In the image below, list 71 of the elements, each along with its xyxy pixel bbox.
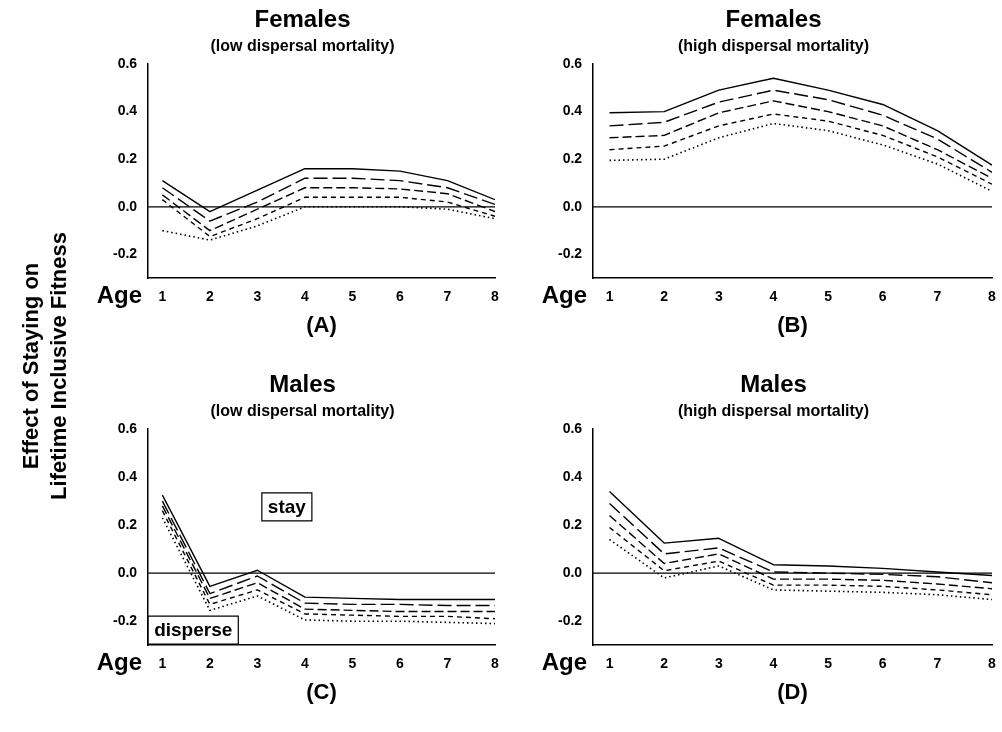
x-axis-title: Age [541,647,588,675]
y-tick-label: 0.2 [117,150,138,167]
x-tick-label: 3 [714,655,723,672]
y-tick-label: 0.6 [117,419,138,436]
x-tick-label: 1 [158,288,167,305]
x-tick-label: 4 [301,655,310,672]
y-tick-label: 0.0 [117,197,138,214]
x-tick-label: 6 [396,288,405,305]
chart-title: Males [269,370,336,398]
x-tick-label: 1 [605,655,614,672]
chart-title: Males [740,370,807,398]
x-tick-label: 7 [933,655,942,672]
x-axis-title: Age [96,647,143,675]
text: (D) [777,679,808,705]
y-tick-label: -0.2 [113,612,138,629]
x-tick-label: 7 [443,288,452,305]
x-tick-label: 4 [301,288,310,305]
y-tick-label: 0.4 [117,102,138,119]
x-tick-label: 5 [348,288,357,305]
annotation: stay [267,496,307,518]
x-tick-label: 3 [714,288,723,305]
x-tick-label: 2 [206,288,214,305]
y-tick-label: 0.6 [562,54,583,71]
y-tick-label: 0.4 [562,102,583,119]
y-tick-label: 0.6 [117,54,138,71]
x-tick-label: 7 [933,288,942,305]
x-tick-label: 5 [824,288,833,305]
x-axis-title: Age [96,280,143,308]
y-tick-label: 0.4 [562,467,583,484]
x-tick-label: 3 [253,288,262,305]
y-tick-label: 0.2 [562,515,583,532]
text: (A) [306,312,337,338]
text: (C) [306,679,337,705]
y-tick-label: 0.0 [117,563,138,580]
y-tick-label: -0.2 [558,245,583,262]
chart-title: Females [254,5,351,33]
x-axis-title: Age [541,280,588,308]
y-tick-label: 0.2 [562,150,583,167]
x-tick-label: 8 [491,655,500,672]
y-tick-label: 0.2 [117,515,138,532]
x-tick-label: 7 [443,655,452,672]
x-tick-label: 2 [206,655,214,672]
x-tick-label: 2 [660,288,669,305]
chart-title: Females [725,5,822,33]
x-tick-label: 8 [988,655,997,672]
x-tick-label: 6 [878,655,887,672]
chart-subtitle: (high dispersal mortality) [677,36,870,54]
x-tick-label: 5 [348,655,357,672]
chart-subtitle: (low dispersal mortality) [210,401,395,419]
annotation: disperse [154,619,233,641]
x-tick-label: 4 [769,655,778,672]
x-tick-label: 1 [605,288,614,305]
chart-subtitle: (low dispersal mortality) [210,36,395,54]
x-tick-label: 4 [769,288,778,305]
y-axis-title: Effect of Staying on Lifetime Inclusive Fitness [17,231,72,502]
y-tick-label: 0.0 [562,197,583,214]
y-tick-label: 0.6 [562,419,583,436]
text: (B) [777,312,808,338]
y-tick-label: 0.0 [562,563,583,580]
x-tick-label: 8 [491,288,500,305]
x-tick-label: 8 [988,288,997,305]
x-tick-label: 6 [396,655,405,672]
y-tick-label: -0.2 [113,245,138,262]
y-tick-label: -0.2 [558,612,583,629]
chart-subtitle: (high dispersal mortality) [677,401,870,419]
x-tick-label: 3 [253,655,262,672]
y-tick-label: 0.4 [117,467,138,484]
x-tick-label: 1 [158,655,167,672]
x-tick-label: 6 [878,288,887,305]
x-tick-label: 5 [824,655,833,672]
x-tick-label: 2 [660,655,669,672]
